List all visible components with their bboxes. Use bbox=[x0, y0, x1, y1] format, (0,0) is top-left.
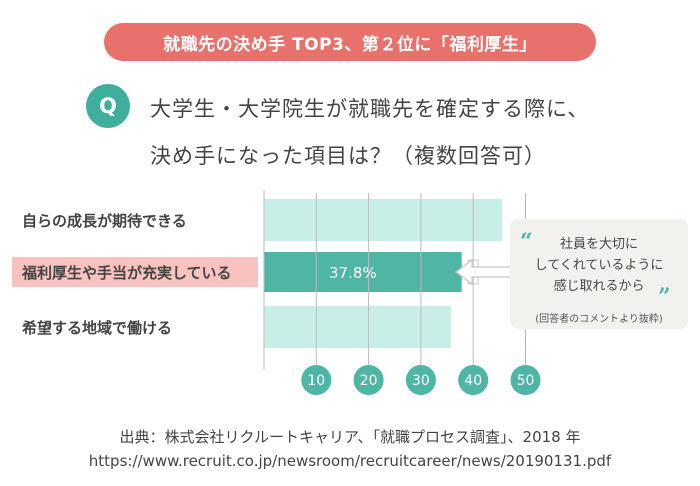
tick-label-50: 50 bbox=[517, 373, 535, 389]
close-quote-icon: ” bbox=[658, 284, 671, 310]
headline-text: 就職先の決め手 TOP3、第２位に「福利厚生」 bbox=[163, 34, 537, 55]
bar-2 bbox=[264, 306, 452, 348]
tick-circle-20 bbox=[353, 365, 384, 395]
source-citation: 出典：株式会社リクルートキャリア、「就職プロセス調査」、2018 年 bbox=[119, 428, 581, 446]
bar-0 bbox=[264, 199, 502, 241]
tick-circle-50 bbox=[510, 365, 541, 395]
headline-banner: 就職先の決め手 TOP3、第２位に「福利厚生」 bbox=[104, 23, 596, 61]
highlight-label-bg bbox=[12, 257, 258, 287]
question-line-2: 決め手になった項目は？（複数回答可） bbox=[150, 144, 546, 168]
data-label-1: 37.8% bbox=[329, 264, 377, 282]
callout-line-2: してくれているように bbox=[535, 258, 664, 273]
callout-note: (回答者のコメントより抜粋) bbox=[535, 312, 663, 325]
tick-circle-10 bbox=[301, 365, 332, 395]
source-url: https://www.recruit.co.jp/newsroom/recru… bbox=[88, 452, 612, 470]
callout-box bbox=[510, 219, 688, 329]
category-label-2: 希望する地域で働ける bbox=[22, 319, 172, 337]
open-quote-icon: “ bbox=[520, 229, 533, 255]
category-label-1: 福利厚生や手当が充実している bbox=[21, 264, 232, 282]
tick-label-40: 40 bbox=[464, 373, 482, 389]
tick-label-20: 20 bbox=[360, 373, 378, 389]
category-label-0: 自らの成長が期待できる bbox=[22, 212, 187, 230]
question-badge-label: Q bbox=[99, 94, 117, 118]
arrow-icon bbox=[455, 258, 513, 286]
question-line-1: 大学生・大学院生が就職先を確定する際に、 bbox=[150, 97, 590, 121]
callout-line-1: 社員を大切に bbox=[560, 236, 638, 252]
tick-label-30: 30 bbox=[412, 373, 430, 389]
tick-label-10: 10 bbox=[307, 373, 325, 389]
question-text: 大学生・大学院生が就職先を確定する際に、 決め手になった項目は？（複数回答可） bbox=[150, 86, 670, 180]
tick-circle-40 bbox=[458, 365, 489, 395]
bar-1 bbox=[264, 252, 462, 292]
callout-line-3: 感じ取れるから bbox=[553, 278, 644, 294]
tick-circle-30 bbox=[405, 365, 436, 395]
question-badge: Q bbox=[86, 84, 130, 128]
